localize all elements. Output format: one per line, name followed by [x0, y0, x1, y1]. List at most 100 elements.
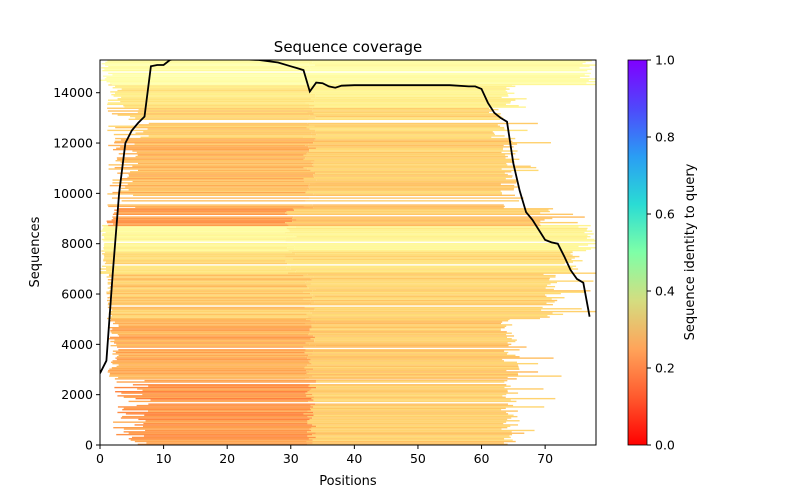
heatmap-row [112, 328, 310, 330]
x-tick-label: 40 [346, 451, 362, 466]
heatmap-row [293, 244, 589, 246]
heatmap-row [307, 391, 508, 393]
heatmap-row [312, 297, 565, 299]
heatmap-row [143, 131, 316, 133]
heatmap-row [107, 193, 314, 195]
heatmap-row [107, 302, 312, 304]
heatmap-row [108, 312, 312, 314]
heatmap-row [315, 93, 508, 96]
heatmap-row [123, 428, 310, 430]
heatmap-row [314, 308, 582, 310]
colorbar-tick-label: 1.0 [655, 53, 675, 68]
heatmap-row [315, 172, 505, 174]
heatmap-row [308, 354, 516, 357]
heatmap-row [309, 371, 539, 373]
heatmap-row [108, 144, 306, 147]
heatmap-row [316, 179, 517, 181]
heatmap-row [118, 364, 308, 366]
y-tick-label: 10000 [53, 186, 93, 201]
heatmap-row [306, 313, 564, 316]
heatmap-row [123, 431, 308, 433]
heatmap-row [315, 288, 554, 291]
heatmap-row [296, 219, 545, 221]
heatmap-row [105, 266, 287, 269]
heatmap-row [305, 342, 508, 344]
heatmap-row [110, 361, 310, 363]
heatmap-row [104, 255, 286, 258]
heatmap-row [116, 365, 306, 368]
heatmap-row [309, 418, 508, 421]
heatmap-row [109, 294, 313, 296]
heatmap-row [103, 249, 289, 252]
heatmap-row [108, 313, 307, 316]
heatmap-row [304, 306, 543, 309]
heatmap-row [104, 237, 286, 239]
heatmap-row [312, 110, 492, 112]
heatmap-row [312, 294, 546, 296]
heatmap-row [306, 369, 507, 372]
heatmap-row [290, 265, 577, 267]
heatmap-row [306, 155, 508, 158]
heatmap-row [135, 207, 314, 209]
heatmap-row [313, 173, 508, 176]
coverage-line [100, 60, 591, 374]
heatmap-row [125, 413, 304, 415]
heatmap-row [128, 438, 309, 440]
heatmap-row [315, 129, 528, 132]
heatmap-row [128, 118, 309, 121]
heatmap-row [305, 392, 519, 394]
heatmap-row [286, 210, 550, 213]
heatmap-row [285, 240, 596, 242]
heatmap-row [313, 276, 556, 278]
heatmap-row [313, 399, 511, 401]
heatmap-row [287, 272, 596, 274]
heatmap-row [309, 329, 501, 332]
heatmap-row [305, 281, 558, 284]
heatmap-row [307, 415, 518, 418]
heatmap-row [145, 420, 308, 422]
heatmap-row [120, 417, 313, 419]
heatmap-row [103, 244, 294, 246]
heatmap-row [303, 166, 537, 169]
heatmap-row [146, 442, 313, 444]
heatmap-row [112, 284, 307, 286]
heatmap-row [310, 92, 515, 94]
heatmap-row [314, 139, 511, 141]
heatmap-row [286, 227, 588, 230]
heatmap-row [305, 356, 520, 358]
heatmap-row [314, 336, 508, 339]
heatmap-row [109, 372, 307, 375]
heatmap-row [118, 349, 306, 351]
heatmap-row [134, 143, 309, 145]
heatmap-row [315, 95, 509, 97]
heatmap-row [303, 205, 505, 208]
colorbar [627, 59, 648, 446]
x-tick-label: 20 [219, 451, 235, 466]
heatmap-row [303, 298, 552, 300]
heatmap-row [103, 226, 296, 228]
heatmap-row [295, 271, 571, 273]
heatmap-row [315, 436, 511, 439]
heatmap-row [316, 386, 505, 389]
heatmap-row [104, 68, 311, 70]
heatmap-row [110, 310, 310, 313]
heatmap-row [120, 100, 315, 103]
heatmap-row [116, 358, 311, 361]
heatmap-row [107, 102, 306, 104]
y-tick-label: 12000 [53, 136, 93, 151]
heatmap-row [313, 165, 531, 167]
heatmap-row [117, 172, 316, 174]
heatmap-row [121, 178, 304, 180]
heatmap-row [132, 180, 305, 183]
colorbar-tick-label: 0.0 [655, 438, 675, 453]
heatmap-row [101, 238, 293, 241]
heatmap-row [107, 306, 305, 309]
heatmap-row [309, 303, 553, 306]
heatmap-row [305, 157, 506, 159]
heatmap-row [101, 67, 305, 69]
heatmap-row [308, 143, 518, 145]
heatmap-row [114, 209, 295, 211]
heatmap-row [123, 407, 311, 410]
heatmap-row [117, 406, 314, 408]
heatmap-row [307, 422, 504, 425]
